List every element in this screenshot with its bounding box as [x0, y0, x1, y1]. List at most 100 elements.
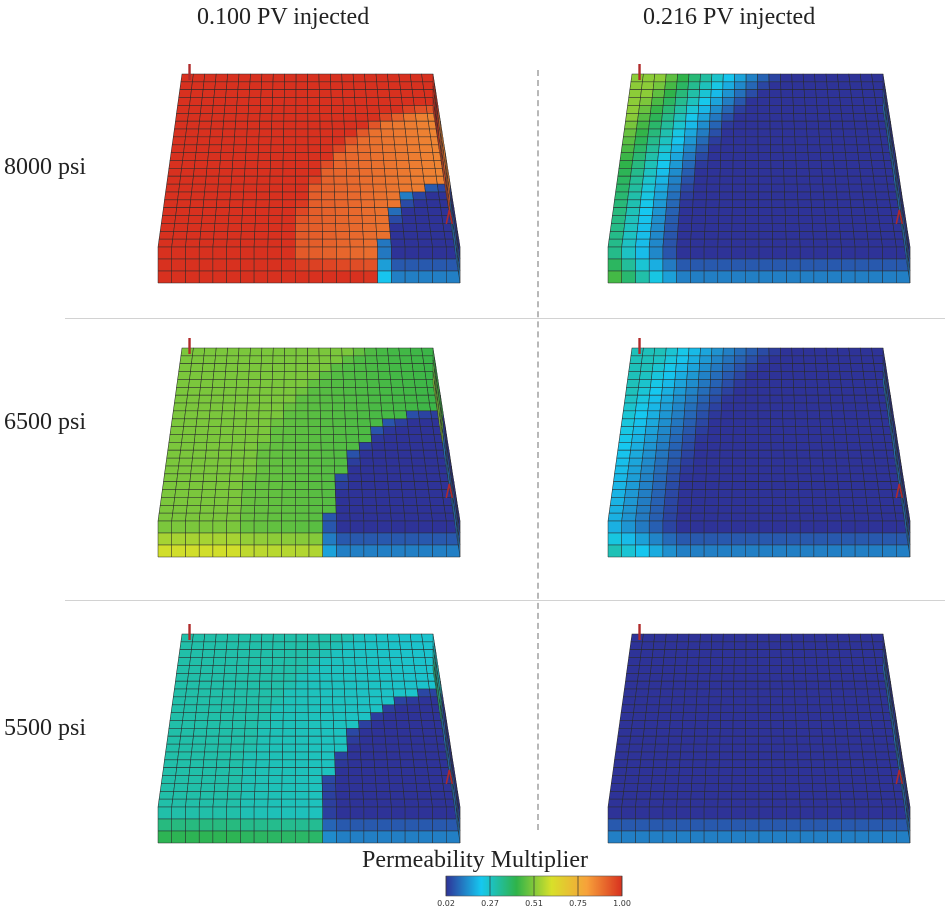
grid-cell-top — [202, 759, 218, 768]
grid-cell-top — [376, 641, 390, 650]
grid-cell-top — [258, 688, 272, 698]
grid-cell-top — [212, 97, 226, 106]
grid-cell-top — [654, 457, 669, 467]
grid-cell-top — [367, 387, 381, 396]
grid-cell-top — [685, 379, 699, 388]
grid-cell-top — [214, 775, 230, 784]
grid-cell-front — [772, 532, 787, 546]
grid-cell-top — [160, 775, 177, 784]
grid-cell-top — [206, 720, 221, 729]
grid-cell-top — [399, 465, 414, 475]
grid-cell-top — [672, 120, 686, 130]
grid-cell-top — [781, 379, 794, 388]
grid-cell-top — [167, 168, 182, 177]
grid-cell-front — [404, 830, 420, 844]
grid-cell-front — [854, 532, 870, 546]
grid-cell-top — [352, 73, 366, 83]
grid-cell-top — [355, 120, 369, 130]
grid-cell-top — [271, 688, 284, 698]
grid-cell-top — [869, 712, 885, 721]
grid-cell-top — [785, 215, 800, 224]
grid-cell-top — [228, 207, 243, 216]
grid-cell-top — [663, 223, 679, 232]
grid-cell-top — [395, 434, 411, 443]
grid-cell-top — [771, 743, 785, 753]
grid-cell-top — [676, 238, 692, 248]
grid-cell-top — [651, 89, 666, 98]
grid-cell-top — [307, 704, 321, 713]
grid-cell-top — [284, 633, 297, 643]
grid-cell-front — [772, 830, 787, 844]
grid-cell-top — [387, 347, 401, 357]
grid-cell-top — [330, 371, 344, 380]
grid-cell-top — [651, 207, 667, 216]
grid-cell-top — [403, 505, 419, 514]
grid-cell-top — [217, 457, 232, 467]
grid-cell-front — [281, 830, 296, 844]
grid-cell-top — [626, 379, 640, 388]
grid-cell-top — [816, 371, 830, 380]
grid-cell-top — [185, 512, 201, 522]
grid-cell-top — [416, 402, 431, 412]
grid-cell-top — [699, 355, 712, 364]
grid-cell-front — [363, 818, 378, 832]
grid-cell-top — [389, 97, 403, 106]
grid-cell-top — [625, 207, 641, 216]
grid-cell-top — [295, 783, 310, 792]
grid-cell-top — [745, 457, 759, 467]
grid-cell-top — [321, 223, 337, 232]
grid-cell-top — [343, 105, 356, 114]
grid-cell-top — [653, 73, 667, 83]
grid-cell-top — [272, 97, 285, 106]
grid-cell-top — [163, 473, 178, 482]
grid-cell-top — [811, 767, 826, 776]
grid-cell-top — [675, 363, 689, 372]
grid-cell-top — [771, 215, 786, 224]
grid-cell-top — [769, 363, 782, 372]
grid-cell-top — [757, 73, 770, 83]
grid-cell-top — [320, 449, 335, 459]
grid-cell-top — [244, 728, 258, 737]
grid-cell-top — [670, 426, 684, 435]
grid-cell-top — [692, 191, 707, 201]
grid-cell-front — [281, 270, 296, 284]
grid-cell-top — [620, 704, 635, 713]
grid-cell-front — [336, 818, 351, 832]
grid-cell-top — [677, 783, 692, 792]
grid-cell-top — [335, 505, 351, 514]
grid-cell-top — [745, 113, 759, 122]
grid-cell-top — [268, 759, 283, 768]
grid-cell-top — [344, 144, 359, 153]
grid-cell-front — [185, 520, 200, 534]
grid-cell-front — [786, 246, 801, 260]
grid-cell-front — [868, 806, 883, 820]
grid-cell-top — [321, 767, 336, 776]
grid-cell-top — [639, 199, 655, 208]
grid-cell-top — [842, 402, 857, 412]
grid-cell-top — [757, 371, 770, 380]
grid-cell-top — [417, 410, 433, 420]
grid-cell-top — [319, 113, 333, 122]
grid-cell-top — [268, 489, 283, 498]
grid-cell-top — [364, 633, 378, 643]
grid-cell-top — [308, 791, 323, 800]
grid-cell-top — [812, 791, 828, 800]
grid-cell-top — [823, 465, 838, 475]
grid-cell-front — [240, 532, 255, 546]
grid-cell-top — [176, 473, 192, 482]
grid-cell-top — [650, 497, 666, 506]
grid-cell-front — [418, 532, 433, 546]
grid-cell-top — [809, 735, 824, 745]
grid-cell-top — [346, 168, 360, 177]
grid-cell-front — [745, 818, 760, 832]
grid-cell-top — [295, 465, 309, 475]
grid-cell-top — [391, 673, 405, 682]
grid-cell-top — [693, 175, 708, 185]
grid-cell-top — [733, 394, 747, 404]
grid-cell-top — [840, 379, 854, 388]
grid-cell-top — [707, 728, 721, 737]
grid-cell-top — [693, 743, 708, 753]
grid-cell-side — [458, 263, 461, 284]
grid-cell-top — [659, 688, 674, 698]
grid-cell-top — [780, 649, 794, 658]
